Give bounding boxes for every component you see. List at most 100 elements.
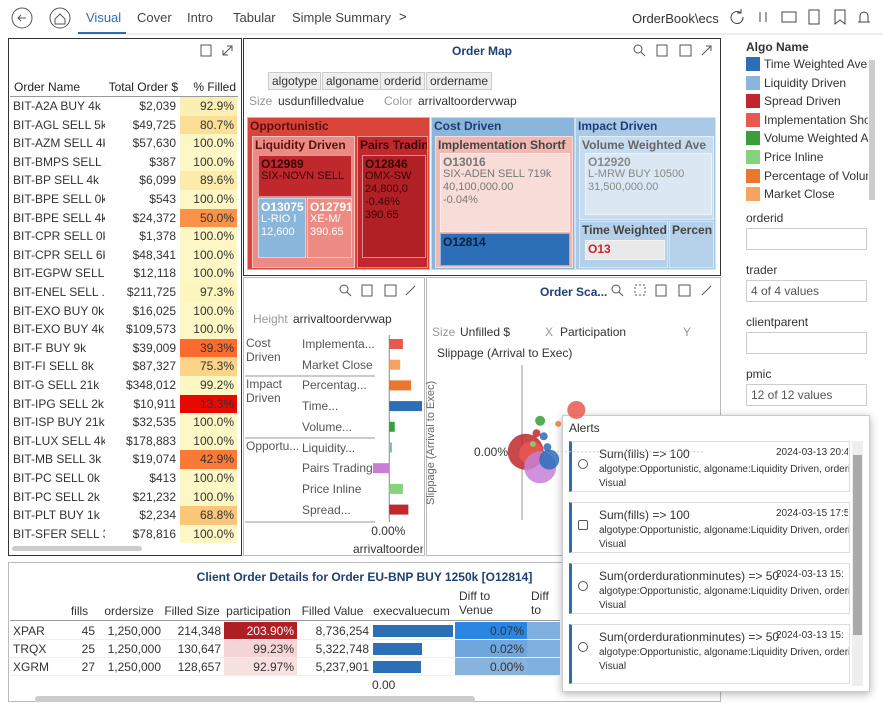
chip[interactable]: orderid: [380, 72, 426, 90]
bar-label: Market Close: [302, 357, 373, 372]
treemap-tile[interactable]: [585, 153, 712, 215]
tab[interactable]: Tabular: [233, 10, 276, 25]
column-header[interactable]: Order Name: [14, 80, 81, 94]
legend-swatch[interactable]: [746, 75, 760, 90]
group-label: Impact Driven: [246, 377, 283, 405]
back-button[interactable]: [11, 7, 33, 29]
size-value[interactable]: usdunfilledvalue: [278, 94, 365, 108]
toolbar-icons[interactable]: [730, 9, 870, 26]
alert-rule: Sum(orderdurationminutes) => 50: [599, 630, 780, 644]
legend-text[interactable]: Implementation Sho: [764, 112, 868, 127]
alert-detail: algotype:Opportunistic, algoname:Liquidi…: [599, 464, 849, 475]
tab[interactable]: Simple Summary: [292, 10, 391, 25]
alerts-thumb[interactable]: [853, 455, 862, 635]
detail-header[interactable]: fills: [70, 604, 89, 618]
y-value[interactable]: Slippage (Arrival to Exec): [437, 346, 573, 360]
detail-header[interactable]: Diff to Venue: [531, 589, 556, 619]
chip[interactable]: ordername: [426, 72, 493, 90]
order-name: BIT-EXO BUY 0k: [13, 303, 105, 318]
legend-swatch[interactable]: [746, 150, 760, 164]
detail-header[interactable]: Diff to Venue Price %: [459, 589, 500, 619]
filter-label: pmic: [746, 367, 772, 381]
legend-text[interactable]: Spread Driven: [764, 94, 841, 109]
panel-icons[interactable]: [200, 44, 862, 431]
pct-filled: 100.0%: [180, 134, 237, 153]
x-axis-label: arrivaltoorderv: [353, 542, 423, 556]
tab[interactable]: Visual: [86, 10, 122, 25]
alert-card[interactable]: [569, 502, 850, 553]
filter-input[interactable]: 12 of 12 values: [746, 384, 867, 406]
tile-text: Time Weighted: [582, 223, 667, 237]
tile-text: XE-M/: [310, 213, 341, 225]
chip[interactable]: algotype: [268, 72, 322, 90]
order-name: BIT-BP SELL 4k: [13, 173, 100, 188]
panel-title: Order Map: [452, 44, 513, 58]
detail-header[interactable]: participation: [226, 604, 291, 618]
legend-text[interactable]: Liquidity Driven: [764, 75, 847, 90]
legend-swatch[interactable]: [746, 112, 760, 127]
legend-swatch[interactable]: [746, 131, 760, 146]
treemap-tile[interactable]: [440, 153, 570, 232]
bar-label: Pairs Trading: [302, 461, 373, 476]
x-value[interactable]: Participation: [560, 325, 627, 339]
group-label: Opportu...: [246, 439, 298, 453]
detail-cell: 8,736,254: [297, 622, 372, 640]
pct-filled: 13.3%: [180, 394, 237, 414]
filter-input[interactable]: [746, 332, 867, 354]
treemap-tile[interactable]: [440, 233, 570, 266]
legend-text[interactable]: Volume Weighted A: [764, 131, 868, 146]
legend-text[interactable]: Price Inline: [764, 150, 824, 164]
legend-scrollbar[interactable]: [869, 60, 875, 200]
treemap-tile[interactable]: [307, 198, 352, 258]
tile-text: Impact Driven: [578, 119, 658, 133]
detail-scrollbar[interactable]: [35, 696, 475, 702]
column-header[interactable]: % Filled: [193, 80, 236, 94]
detail-header[interactable]: Filled Value: [301, 604, 364, 618]
pct-filled: 100.0%: [180, 469, 237, 488]
detail-header[interactable]: Filled Size: [164, 604, 220, 618]
alert-icon: [578, 642, 588, 652]
alert-card[interactable]: [569, 624, 850, 684]
alert-card[interactable]: [569, 441, 850, 492]
detail-cell: 1,250,000: [98, 658, 164, 676]
legend-swatch[interactable]: [746, 57, 760, 71]
order-total: $178,883: [125, 433, 176, 448]
order-name: BIT-CPR SELL 6k: [13, 247, 105, 262]
legend-swatch[interactable]: [746, 187, 760, 202]
legend-text[interactable]: Percentage of Volum: [764, 168, 868, 183]
order-name: BIT-ISP BUY 21k: [13, 415, 105, 430]
order-total: $387: [149, 154, 176, 169]
filter-label: orderid: [746, 211, 784, 225]
legend-text[interactable]: Time Weighted Ave: [764, 57, 868, 71]
detail-header[interactable]: execvaluecum: [373, 604, 450, 618]
detail-cell: [372, 658, 455, 676]
tab[interactable]: Cover: [137, 10, 172, 25]
filter-input[interactable]: 4 of 4 values: [746, 280, 867, 302]
height-value[interactable]: arrivaltoordervwap: [293, 312, 392, 326]
chip[interactable]: algoname: [322, 72, 383, 90]
treemap-tile[interactable]: [585, 240, 665, 260]
table-scrollbar[interactable]: [12, 546, 142, 551]
alert-source: Visual: [599, 661, 627, 672]
tab[interactable]: Intro: [187, 10, 214, 25]
tile-text: L-RIO I: [261, 213, 297, 225]
legend-text[interactable]: Market Close: [764, 187, 835, 202]
home-button[interactable]: [49, 7, 71, 29]
legend-swatch[interactable]: [746, 168, 760, 183]
bar-label: Spread...: [302, 502, 351, 517]
tab-more[interactable]: >: [399, 9, 407, 24]
treemap-tile[interactable]: [258, 155, 352, 197]
alert-card[interactable]: [569, 563, 850, 614]
treemap-tile[interactable]: [669, 221, 714, 268]
detail-cell: TRQX: [10, 640, 65, 658]
legend-swatch[interactable]: [746, 94, 760, 109]
size-value[interactable]: Unfilled $: [460, 325, 511, 339]
detail-cell: 128,657: [164, 658, 224, 676]
treemap-tile[interactable]: [362, 155, 426, 258]
color-value[interactable]: arrivaltoordervwap: [418, 94, 517, 108]
workbook-name[interactable]: OrderBook\ecs: [632, 11, 719, 26]
detail-header[interactable]: ordersize: [104, 604, 154, 618]
treemap-tile[interactable]: [258, 198, 306, 258]
filter-input[interactable]: [746, 228, 867, 250]
column-header[interactable]: Total Order $: [108, 80, 178, 94]
